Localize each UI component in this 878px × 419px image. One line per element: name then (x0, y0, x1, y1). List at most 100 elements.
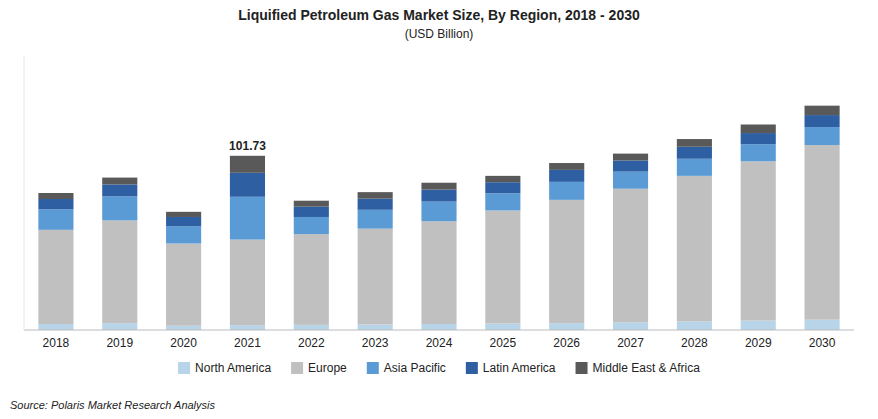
bar-segment: North America 2025: 3.8 (485, 323, 520, 330)
x-tick-label: 2023 (362, 336, 389, 350)
x-tick-label: 2028 (681, 336, 708, 350)
bar-segment: North America 2029: 5.5 (741, 321, 776, 330)
series: Latin America 2018: 6 Latin America 2019:… (38, 115, 839, 226)
bar-segment: Latin America 2028: 7 (677, 147, 712, 159)
x-tick-label: 2029 (745, 336, 772, 350)
bar-segment: Latin America 2020: 5.5 (166, 217, 201, 226)
x-tick-label: 2018 (43, 336, 70, 350)
bar-segment: Middle East & Africa 2018: 3.5 (38, 193, 73, 199)
bar-segment: Middle East & Africa 2021: 9.93 (230, 156, 265, 173)
bar-segment: Europe 2026: 72 (549, 200, 584, 323)
x-tick-label: 2030 (809, 336, 836, 350)
bar-segment: Latin America 2018: 6 (38, 199, 73, 209)
legend-item: Europe (291, 361, 347, 375)
annotation: 101.73 (229, 139, 266, 153)
bar-segment: Middle East & Africa 2024: 4 (421, 183, 456, 190)
bar-segment: Latin America 2029: 6.5 (741, 133, 776, 144)
bar-segment: North America 2022: 3 (294, 325, 329, 330)
bar-segment: Europe 2030: 102 (805, 145, 840, 320)
bar-segment: Middle East & Africa 2020: 3 (166, 212, 201, 217)
bar-segment: Latin America 2019: 7 (102, 184, 137, 196)
bar-segment: North America 2023: 3.2 (358, 325, 393, 330)
bar-segment: Asia Pacific 2024: 11.5 (421, 202, 456, 222)
bar-segment: Middle East & Africa 2027: 4 (613, 154, 648, 161)
x-tick-label: 2021 (234, 336, 261, 350)
bar-segment: North America 2019: 4 (102, 323, 137, 330)
bars: North America 2018: 3.5 North America 201… (38, 106, 839, 330)
bar-segment: Asia Pacific 2028: 10 (677, 159, 712, 176)
bar-segment: Middle East & Africa 2019: 4 (102, 178, 137, 185)
bar-segment: Europe 2018: 55 (38, 230, 73, 324)
legend-item: North America (178, 361, 271, 375)
bar-segment: Asia Pacific 2026: 10.5 (549, 182, 584, 200)
bar-segment: Latin America 2030: 7 (805, 115, 840, 127)
bar-segment: Europe 2020: 48 (166, 244, 201, 326)
bar-segment: Asia Pacific 2018: 12 (38, 209, 73, 230)
bar-segment: Europe 2019: 60 (102, 220, 137, 323)
bar-segment: Europe 2024: 60 (421, 221, 456, 324)
bar-segment: Asia Pacific 2021: 25 (230, 197, 265, 240)
bar-segment: North America 2030: 6 (805, 320, 840, 330)
legend-item: Middle East & Africa (576, 361, 701, 375)
legend-label: Asia Pacific (384, 361, 446, 375)
bar-segment: Latin America 2026: 7 (549, 170, 584, 182)
x-tick-label: 2027 (617, 336, 644, 350)
series: Asia Pacific 2018: 12 Asia Pacific 2019: … (38, 127, 839, 243)
bar-segment: North America 2028: 5 (677, 321, 712, 330)
bar-segment: Middle East & Africa 2028: 4.5 (677, 139, 712, 147)
bar-segment: Middle East & Africa 2026: 4 (549, 163, 584, 170)
bar-segment: Middle East & Africa 2029: 5 (741, 125, 776, 134)
bar-segment: Asia Pacific 2020: 10 (166, 226, 201, 243)
bar-segment: North America 2024: 3.5 (421, 324, 456, 330)
bar-segment: Latin America 2023: 6.5 (358, 199, 393, 210)
chart: Liquified Petroleum Gas Market Size, By … (0, 0, 878, 419)
bar-segment: Asia Pacific 2025: 10 (485, 193, 520, 210)
bar-segment: Europe 2028: 85 (677, 176, 712, 322)
bar-segment: Latin America 2022: 6 (294, 207, 329, 217)
bar-segment: Latin America 2021: 14 (230, 173, 265, 197)
bar-segment: Asia Pacific 2027: 10 (613, 172, 648, 189)
bar-segment: Asia Pacific 2019: 14 (102, 196, 137, 220)
bar-segment: Europe 2027: 78 (613, 189, 648, 323)
bar-segment: Latin America 2025: 6.5 (485, 182, 520, 193)
bar-segment: Asia Pacific 2030: 10.5 (805, 127, 840, 145)
legend-item: Latin America (466, 361, 556, 375)
x-tick-label: 2020 (170, 336, 197, 350)
bar-segment: Latin America 2027: 6.5 (613, 160, 648, 171)
bar-segment: North America 2018: 3.5 (38, 324, 73, 330)
source: Source: Polaris Market Research Analysis (10, 399, 216, 411)
bar-segment: North America 2026: 4 (549, 323, 584, 330)
legend: North America Europe Asia Pacific Latin Ame… (178, 361, 700, 375)
series: Middle East & Africa 2018: 3.5 Middle Eas… (38, 106, 839, 217)
x-tick-label: 2025 (489, 336, 516, 350)
legend-swatch (576, 362, 588, 374)
legend-swatch (178, 362, 190, 374)
bar-segment: Europe 2022: 53 (294, 234, 329, 325)
bar-segment: Middle East & Africa 2023: 3.8 (358, 192, 393, 199)
series: Europe 2018: 55 Europe 2019: 60 Europe 202… (38, 145, 839, 326)
bar-segment: Asia Pacific 2022: 10 (294, 217, 329, 234)
legend-swatch (367, 362, 379, 374)
y-axis-line (24, 56, 25, 330)
legend-item: Asia Pacific (367, 361, 446, 375)
x-tick-label: 2026 (553, 336, 580, 350)
legend-label: Middle East & Africa (593, 361, 701, 375)
legend-swatch (466, 362, 478, 374)
legend-label: North America (195, 361, 271, 375)
bar-segment: North America 2027: 4.5 (613, 322, 648, 330)
legend-label: Latin America (483, 361, 556, 375)
bar-segment: Asia Pacific 2029: 10 (741, 144, 776, 161)
bar-segment: Middle East & Africa 2022: 3.5 (294, 201, 329, 207)
x-tick-label: 2019 (106, 336, 133, 350)
x-tick-label: 2022 (298, 336, 325, 350)
bar-segment: Middle East & Africa 2030: 5.5 (805, 106, 840, 115)
bar-segment: Latin America 2024: 7 (421, 190, 456, 202)
bar-segment: Europe 2021: 50 (230, 240, 265, 326)
subtitle: (USD Billion) (405, 27, 474, 41)
bar-segment: North America 2021: 2.8 (230, 325, 265, 330)
bar-segment: Asia Pacific 2023: 11 (358, 210, 393, 229)
bar-segment: Middle East & Africa 2025: 3.7 (485, 176, 520, 182)
title: Liquified Petroleum Gas Market Size, By … (238, 7, 640, 23)
bar-segment: North America 2020: 2.5 (166, 326, 201, 330)
bar-segment: Europe 2029: 93 (741, 161, 776, 320)
